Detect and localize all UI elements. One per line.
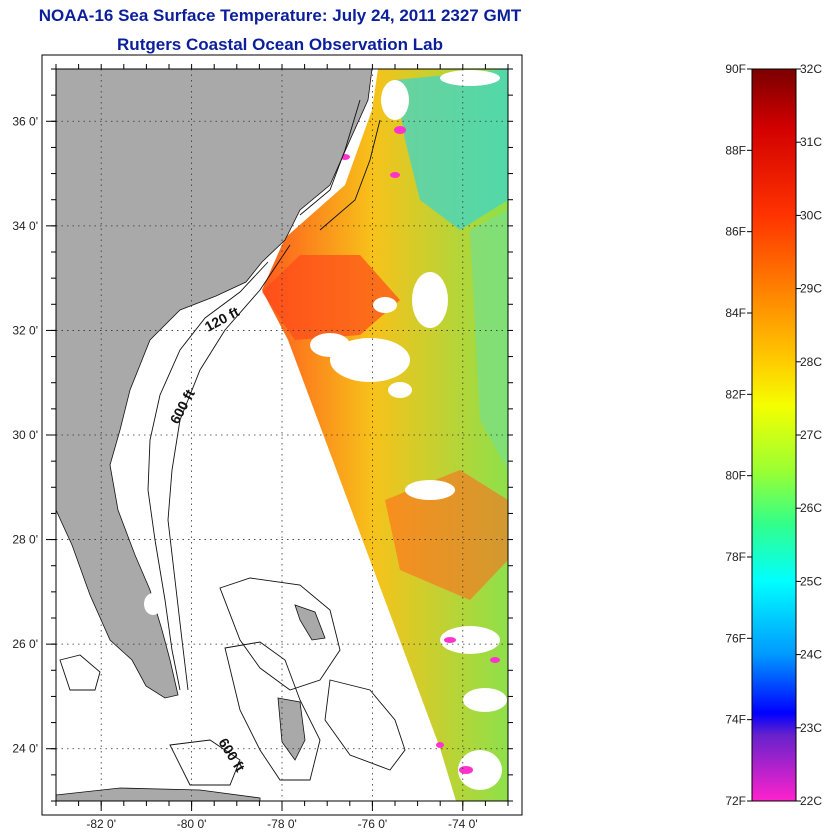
lat-tick-label: 26 0' bbox=[12, 637, 38, 651]
colorbar-label-f: 76F bbox=[725, 631, 746, 645]
colorbar-label-c: 27C bbox=[800, 428, 822, 442]
colorbar-label-f: 84F bbox=[725, 306, 746, 320]
svg-text:600 ft: 600 ft bbox=[167, 386, 198, 426]
cloud-mask bbox=[310, 70, 507, 790]
colorbar-label-c: 23C bbox=[800, 721, 822, 735]
colorbar-label-f: 74F bbox=[725, 713, 746, 727]
map-subtitle: Rutgers Coastal Ocean Observation Lab bbox=[117, 35, 443, 54]
svg-text:120 ft: 120 ft bbox=[202, 303, 242, 334]
colorbar-label-c: 28C bbox=[800, 355, 822, 369]
colorbar-label-f: 86F bbox=[725, 225, 746, 239]
colorbar-label-c: 26C bbox=[800, 501, 822, 515]
colorbar-label-c: 32C bbox=[800, 62, 822, 76]
land-bahamas-abaco bbox=[294, 604, 326, 641]
svg-text:600 ft: 600 ft bbox=[215, 735, 248, 775]
colorbar-label-f: 80F bbox=[725, 469, 746, 483]
sst-warm-band-south bbox=[385, 470, 508, 600]
colorbar-label-c: 29C bbox=[800, 282, 822, 296]
lon-tick-label: -78 0' bbox=[267, 817, 297, 831]
colorbar-label-f: 82F bbox=[725, 387, 746, 401]
colorbar-label-c: 30C bbox=[800, 208, 822, 222]
land-cuba bbox=[56, 787, 261, 801]
land-us-east-coast bbox=[56, 69, 373, 699]
contour-labels: 120 ft 600 ft 600 ft bbox=[167, 303, 249, 775]
colorbar-label-c: 31C bbox=[800, 135, 822, 149]
colorbar-label-f: 88F bbox=[725, 143, 746, 157]
colorbar-labels: 90F 88F 86F 84F 82F 80F 78F 76F 74F 72F 32C 31C 30C 2… bbox=[725, 62, 822, 808]
lat-tick-label: 36 0' bbox=[12, 114, 38, 128]
sst-cool-band-east bbox=[470, 210, 508, 470]
map-tick-labels: -82 0' -80 0' -78 0' -76 0' -74 0' 24 0' 26 0'… bbox=[12, 114, 477, 831]
cloud-edge-magenta bbox=[340, 126, 500, 774]
lon-tick-label: -74 0' bbox=[448, 817, 478, 831]
colorbar-label-c: 25C bbox=[800, 574, 822, 588]
colorbar-label-f: 90F bbox=[725, 62, 746, 76]
sst-swath bbox=[262, 69, 508, 801]
bathymetry-contours bbox=[59, 99, 406, 786]
sst-cool-band bbox=[395, 69, 508, 230]
sst-warm-band bbox=[262, 255, 400, 340]
lat-tick-label: 32 0' bbox=[12, 323, 38, 337]
colorbar-label-c: 22C bbox=[800, 794, 822, 808]
map-frame bbox=[41, 54, 523, 816]
colorbar-label-f: 78F bbox=[725, 550, 746, 564]
lon-tick-label: -82 0' bbox=[86, 817, 116, 831]
lat-tick-label: 24 0' bbox=[12, 742, 38, 756]
colorbar-label-c: 24C bbox=[800, 648, 822, 662]
map-tick-marks bbox=[46, 64, 513, 811]
graticule bbox=[56, 69, 508, 801]
colorbar bbox=[751, 68, 797, 802]
lon-tick-label: -80 0' bbox=[177, 817, 207, 831]
map-title: NOAA-16 Sea Surface Temperature: July 24… bbox=[38, 6, 522, 25]
lat-tick-label: 34 0' bbox=[12, 219, 38, 233]
lake-okeechobee bbox=[144, 593, 162, 615]
colorbar-label-f: 72F bbox=[725, 794, 746, 808]
lat-tick-label: 30 0' bbox=[12, 428, 38, 442]
lon-tick-label: -76 0' bbox=[358, 817, 388, 831]
land-bahamas-andros bbox=[277, 697, 306, 761]
lat-tick-label: 28 0' bbox=[12, 533, 38, 547]
